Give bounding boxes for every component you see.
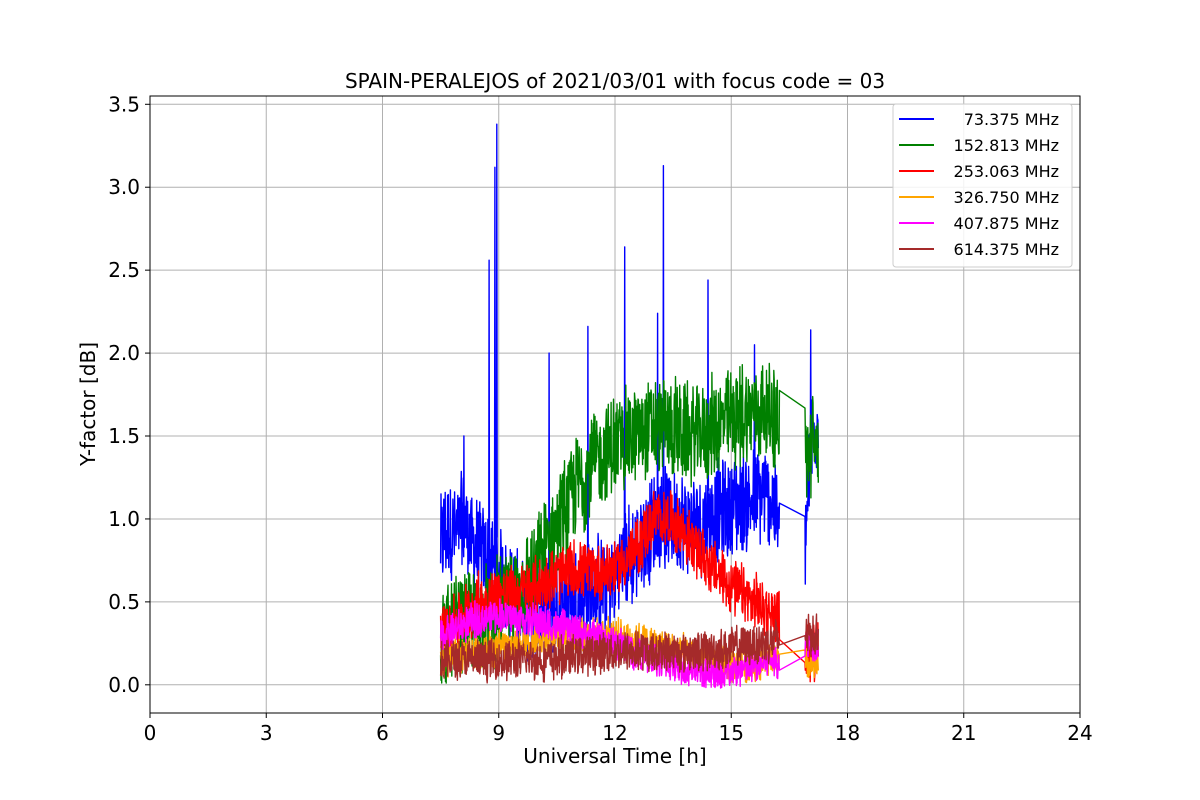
y-axis: 0.0 0.5 1.0 1.5 2.0 2.5 3.0 3.5: [108, 92, 150, 697]
series-line-6: [439, 613, 819, 684]
legend: 73.375 MHz 152.813 MHz 253.063 MHz 326.750 …: [892, 103, 1073, 268]
series-line-3: [439, 490, 819, 683]
legend-label: 326.750 MHz: [954, 188, 1059, 207]
x-tick-label: 9: [492, 721, 505, 745]
y-axis-label: Y-factor [dB]: [76, 342, 100, 467]
legend-label: 152.813 MHz: [954, 136, 1059, 155]
legend-label: 253.063 MHz: [954, 162, 1059, 181]
y-tick-label: 2.5: [108, 258, 140, 282]
x-axis-label: Universal Time [h]: [523, 744, 706, 768]
y-tick-label: 2.0: [108, 341, 140, 365]
legend-label: 407.875 MHz: [954, 214, 1059, 233]
legend-box: [892, 103, 1073, 268]
x-tick-label: 24: [1067, 721, 1092, 745]
x-tick-label: 18: [835, 721, 860, 745]
x-axis: 0 3 6 9 12 15 18 21 24: [144, 713, 1093, 745]
legend-label: 73.375 MHz: [964, 110, 1059, 129]
x-tick-label: 12: [602, 721, 627, 745]
y-tick-label: 1.5: [108, 424, 140, 448]
y-tick-label: 3.0: [108, 175, 140, 199]
y-tick-label: 3.5: [108, 92, 140, 116]
y-tick-label: 1.0: [108, 507, 140, 531]
y-tick-label: 0.5: [108, 590, 140, 614]
legend-label: 614.375 MHz: [954, 240, 1059, 259]
x-tick-label: 3: [260, 721, 273, 745]
x-tick-label: 6: [376, 721, 389, 745]
y-tick-label: 0.0: [108, 673, 140, 697]
x-tick-label: 21: [951, 721, 976, 745]
x-tick-label: 0: [144, 721, 157, 745]
x-tick-label: 15: [719, 721, 744, 745]
series-layer: [439, 123, 819, 689]
chart-title: SPAIN-PERALEJOS of 2021/03/01 with focus…: [345, 69, 885, 93]
